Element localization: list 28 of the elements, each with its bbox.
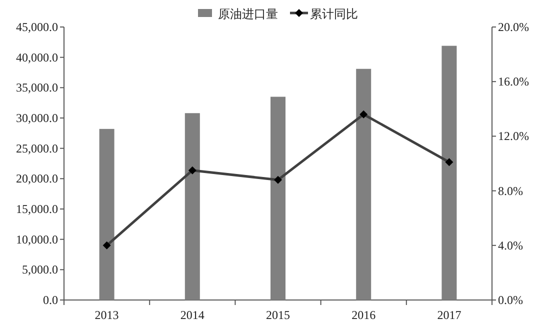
y2-tick-label: 16.0% — [498, 74, 529, 89]
y2-tick-label: 4.0% — [498, 238, 523, 252]
y-tick-label: 25,000.0 — [16, 141, 58, 156]
y2-tick-label: 12.0% — [498, 129, 529, 144]
y-tick-label: 40,000.0 — [16, 50, 58, 64]
x-tick-label: 2013 — [94, 308, 119, 322]
x-tick-label: 2016 — [352, 308, 376, 322]
y-tick-label: 45,000.0 — [16, 20, 58, 34]
y-tick-label: 30,000.0 — [16, 111, 58, 125]
bar — [356, 68, 372, 300]
y-tick-label: 0.0 — [43, 293, 58, 307]
x-tick-label: 2014 — [180, 308, 204, 322]
y2-tick-label: 0.0% — [498, 293, 523, 307]
y2-tick-label: 20.0% — [498, 20, 529, 34]
bar — [99, 128, 114, 300]
y2-tick-label: 8.0% — [498, 184, 523, 198]
bar — [442, 46, 457, 300]
y-tick-label: 10,000.0 — [16, 232, 58, 246]
y-tick-label: 35,000.0 — [16, 80, 58, 95]
y-tick-label: 20,000.0 — [16, 172, 58, 186]
bar — [270, 96, 286, 300]
bar — [184, 113, 200, 300]
legend-label: 原油进口量 — [218, 7, 278, 21]
x-tick-label: 2015 — [266, 308, 290, 322]
x-tick-label: 2017 — [437, 308, 462, 322]
legend-label: 累计同比 — [310, 7, 358, 21]
y-tick-label: 15,000.0 — [16, 202, 58, 216]
y-tick-label: 5,000.0 — [22, 262, 58, 277]
